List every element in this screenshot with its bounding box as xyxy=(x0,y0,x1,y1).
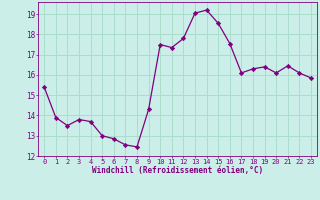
X-axis label: Windchill (Refroidissement éolien,°C): Windchill (Refroidissement éolien,°C) xyxy=(92,166,263,175)
